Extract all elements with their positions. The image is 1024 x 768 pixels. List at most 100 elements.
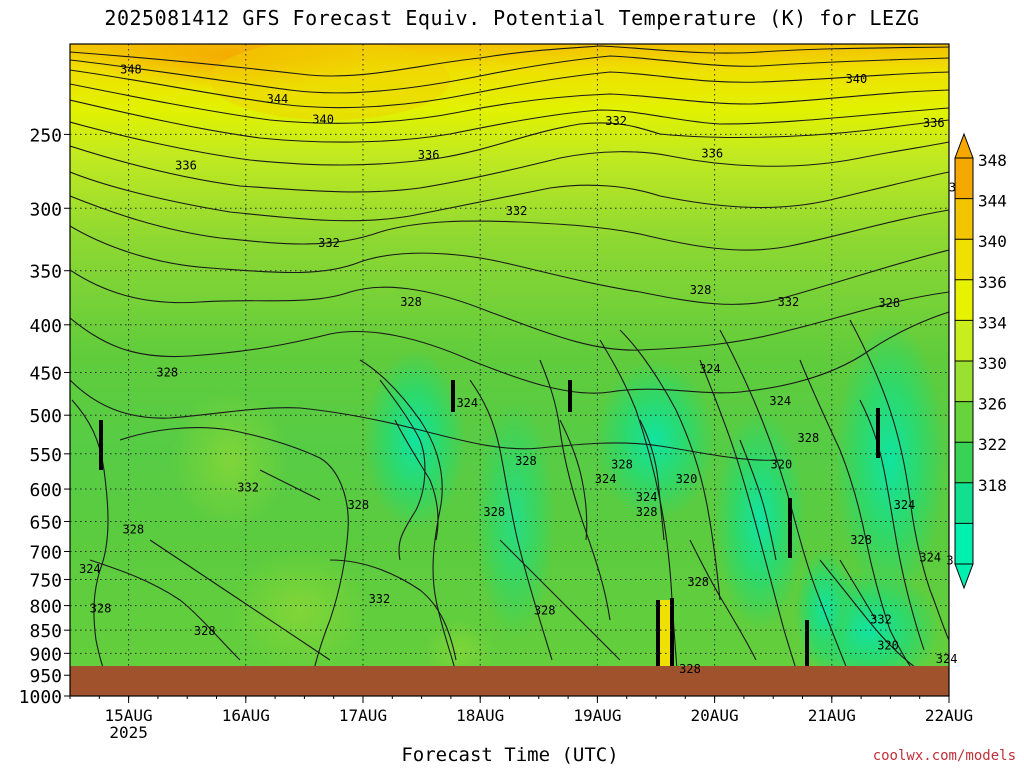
contour-label: 324	[636, 490, 658, 504]
contour-label: 328	[122, 523, 144, 537]
y-axis: 2503003504004505005506006507007508008509…	[19, 125, 70, 708]
contour-label: 328	[156, 366, 178, 380]
colorbar-label: 344	[978, 192, 1007, 211]
x-axis-title: Forecast Time (UTC)	[401, 744, 619, 766]
y-tick-label: 450	[29, 364, 62, 385]
colorbar-label: 318	[978, 476, 1007, 495]
y-tick-label: 700	[29, 543, 62, 564]
y-tick-label: 400	[29, 316, 62, 337]
contour-label: 328	[690, 283, 712, 297]
x-tick-label: 21AUG	[808, 706, 856, 725]
y-tick-label: 500	[29, 406, 62, 427]
contour-labels: 3483443403363363323363403363323323323283…	[79, 63, 970, 677]
contour-label: 328	[687, 575, 709, 589]
contour-label: 320	[676, 472, 698, 486]
colorbar-segment	[955, 361, 973, 403]
grid-lines	[70, 44, 949, 696]
contour-label: 336	[175, 159, 197, 173]
contour-label: 332	[369, 592, 391, 606]
y-tick-label: 800	[29, 597, 62, 618]
contour-label: 324	[595, 472, 617, 486]
y-tick-label: 850	[29, 621, 62, 642]
x-tick-label: 17AUG	[339, 706, 387, 725]
contour-label: 336	[418, 148, 440, 162]
y-tick-label: 900	[29, 644, 62, 665]
contour-label: 336	[923, 116, 945, 130]
dense-contour-clusters	[99, 380, 880, 666]
field-background	[70, 44, 949, 696]
contour-label: 324	[456, 396, 478, 410]
colorbar: 348 344 340 336 334 330 326 322 318	[954, 132, 1007, 590]
contour-label: 328	[798, 431, 820, 445]
colorbar-label: 334	[978, 313, 1007, 332]
yellow-column	[660, 600, 670, 666]
y-tick-label: 650	[29, 512, 62, 533]
contour-label: 332	[778, 295, 800, 309]
y-tick-label: 350	[29, 262, 62, 283]
colorbar-segment	[955, 158, 973, 200]
contour-label: 340	[312, 113, 334, 127]
colorbar-label: 348	[978, 151, 1007, 170]
y-tick-label: 600	[29, 480, 62, 501]
contour-label: 336	[701, 146, 723, 160]
contour-label: 328	[878, 296, 900, 310]
x-tick-sublabel: 2025	[109, 723, 148, 742]
contour-label: 328	[850, 533, 872, 547]
y-tick-label: 550	[29, 445, 62, 466]
contour-label: 324	[699, 362, 721, 376]
contour-label: 324	[919, 550, 941, 564]
colorbar-label: 340	[978, 232, 1007, 251]
contour-label: 340	[846, 72, 868, 86]
contour-label: 344	[267, 92, 289, 106]
y-tick-label: 750	[29, 570, 62, 591]
x-tick-label: 15AUG	[105, 706, 153, 725]
contour-label: 328	[483, 505, 505, 519]
contour-label: 332	[318, 236, 340, 250]
colorbar-segment	[955, 401, 973, 443]
colorbar-segment	[955, 523, 973, 565]
y-tick-label: 1000	[19, 687, 62, 708]
colorbar-label: 336	[978, 273, 1007, 292]
y-tick-label: 950	[29, 666, 62, 687]
x-tick-label: 22AUG	[925, 706, 973, 725]
x-tick-label: 18AUG	[456, 706, 504, 725]
x-tick-label: 20AUG	[691, 706, 739, 725]
colorbar-label: 326	[978, 395, 1007, 414]
contour-label: 328	[194, 624, 216, 638]
contour-label: 328	[534, 604, 556, 618]
colorbar-label: 322	[978, 435, 1007, 454]
contour-label: 328	[679, 662, 701, 676]
colorbar-segment	[955, 442, 973, 484]
contour-label: 320	[877, 639, 899, 653]
colorbar-arrow-bottom	[954, 563, 974, 590]
x-tick-label: 16AUG	[222, 706, 270, 725]
x-tick-label: 19AUG	[573, 706, 621, 725]
contour-label: 328	[636, 505, 658, 519]
contour-label: 332	[605, 114, 627, 128]
contour-label: 332	[237, 481, 259, 495]
contour-label: 328	[347, 498, 369, 512]
y-tick-label: 250	[29, 125, 62, 146]
contour-lines	[70, 45, 949, 681]
chart-title: 2025081412 GFS Forecast Equiv. Potential…	[104, 6, 920, 30]
colorbar-segment	[955, 482, 973, 524]
contour-label: 332	[506, 204, 528, 218]
contour-label: 324	[79, 562, 101, 576]
source-credit: coolwx.com/models	[872, 748, 1016, 764]
y-tick-label: 300	[29, 199, 62, 220]
contour-label: 328	[515, 454, 537, 468]
colorbar-segment	[955, 239, 973, 281]
terrain-band	[70, 666, 949, 696]
contour-label: 328	[90, 602, 112, 616]
colorbar-segment	[955, 198, 973, 240]
contour-label: 332	[870, 613, 892, 627]
contour-label: 324	[769, 394, 791, 408]
colorbar-arrow-top	[954, 132, 974, 159]
contour-label: 320	[771, 458, 793, 472]
colorbar-segment	[955, 320, 973, 362]
contour-label: 324	[936, 652, 958, 666]
contour-label: 328	[611, 458, 633, 472]
contour-label: 328	[400, 295, 422, 309]
